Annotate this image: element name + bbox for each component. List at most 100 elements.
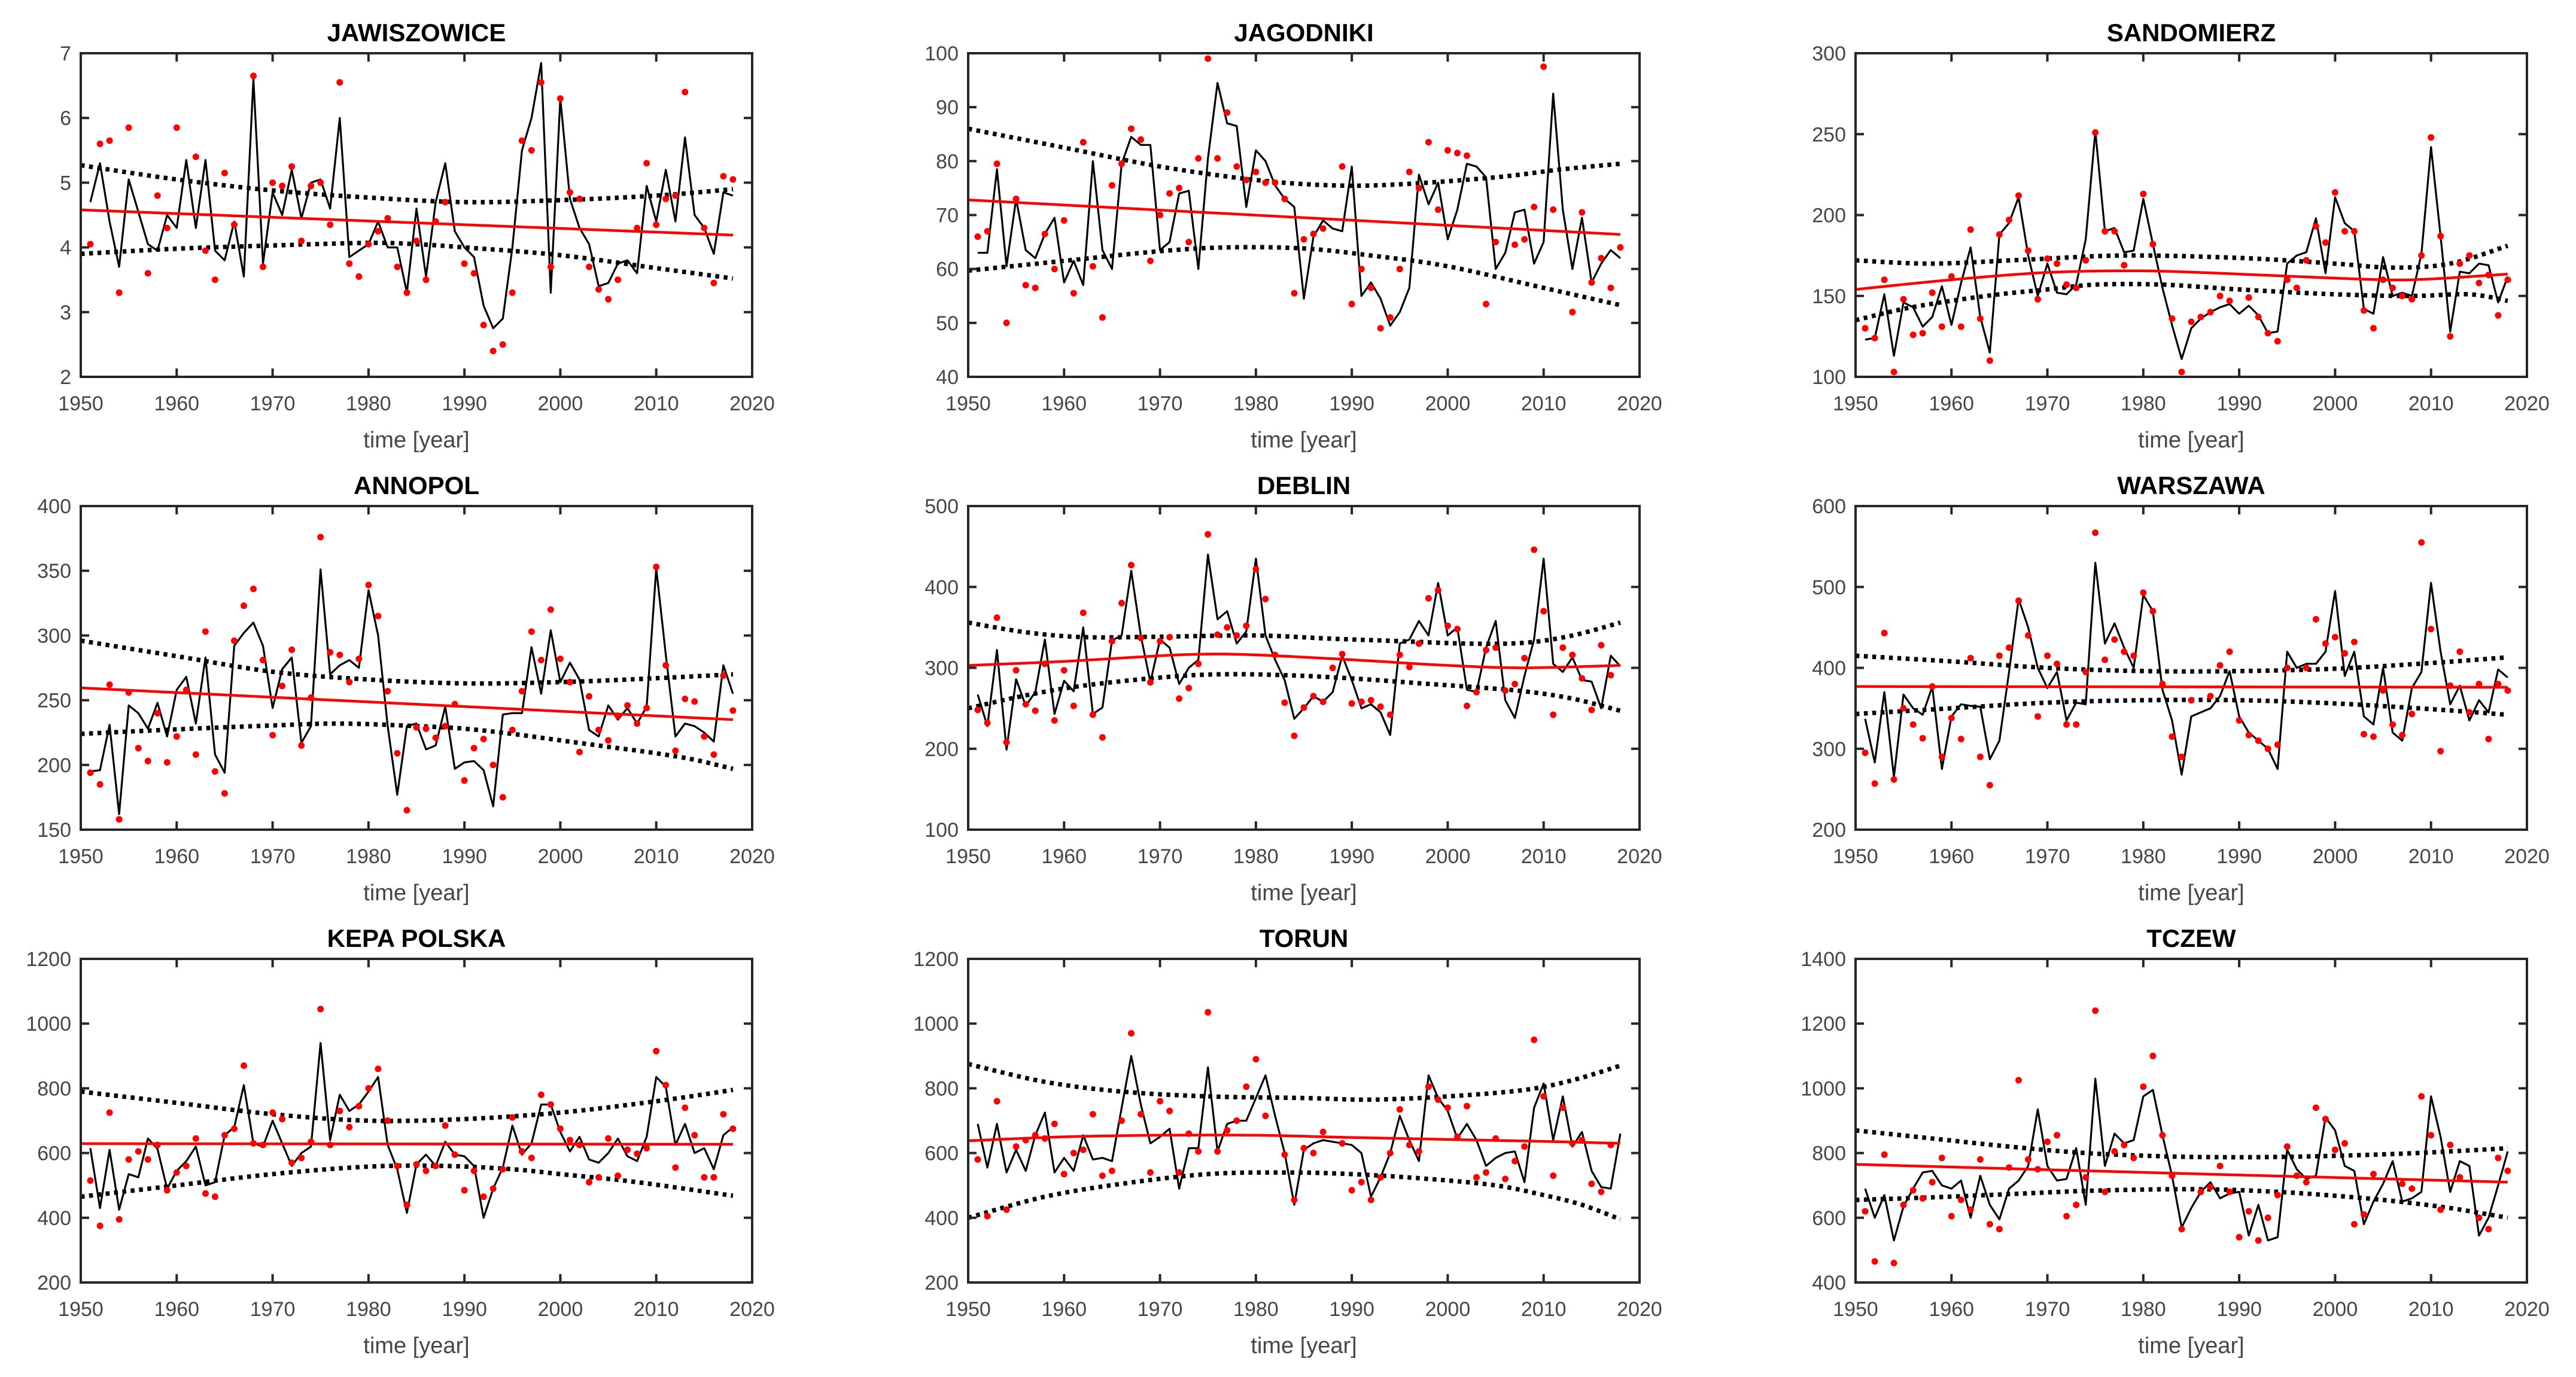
observation-dot (250, 1140, 257, 1147)
x-tick-label: 1970 (2025, 845, 2070, 868)
observation-dot (375, 1065, 382, 1073)
observation-dot (2303, 1178, 2310, 1186)
observation-dot (2149, 1052, 2157, 1059)
upper-confidence-band (968, 126, 1621, 188)
observation-dot (308, 182, 315, 190)
observation-dot (586, 1178, 592, 1186)
observation-dot (2178, 368, 2185, 376)
observation-dot (1348, 700, 1355, 707)
observation-dot (231, 1125, 238, 1132)
y-tick-label: 100 (924, 42, 959, 65)
observation-dot (2437, 1206, 2444, 1213)
observation-dot (1205, 531, 1212, 538)
axes-box (80, 505, 753, 831)
y-tick-label: 350 (37, 560, 71, 583)
observation-dot (2101, 228, 2109, 235)
observation-dot (470, 745, 478, 752)
observation-dot (567, 1137, 573, 1144)
chart-title: KEPA POLSKA (327, 924, 506, 952)
observation-dot (2370, 1171, 2377, 1178)
observation-dot (211, 1193, 218, 1201)
observation-dot (2025, 1156, 2031, 1163)
y-tick-label: 500 (1812, 576, 1846, 599)
observation-dot (1205, 1009, 1212, 1016)
observation-dot (1138, 635, 1144, 641)
observation-dot (1862, 750, 1869, 756)
observation-dot (2504, 687, 2511, 694)
observation-dot (1012, 1143, 1020, 1150)
observation-dot (1521, 236, 1528, 243)
x-tick-label: 2000 (538, 845, 583, 868)
x-tick-label: 1980 (2121, 1298, 2166, 1321)
observation-dot (595, 1174, 602, 1181)
x-tick-label: 2020 (1617, 845, 1662, 868)
y-tick-label: 800 (1812, 1143, 1846, 1165)
observation-dot (2188, 697, 2195, 704)
observation-dot (1272, 651, 1279, 659)
y-tick-label: 50 (936, 312, 959, 335)
observation-dot (1022, 282, 1029, 289)
observation-dot (2370, 733, 2377, 740)
x-tick-label: 2010 (2408, 1298, 2454, 1321)
observation-dot (2006, 644, 2012, 651)
x-axis-label: time [year] (2138, 428, 2244, 453)
observation-dot (2082, 257, 2090, 264)
x-tick-label: 1960 (154, 392, 199, 415)
observation-dot (470, 1167, 478, 1174)
observation-dot (2245, 1208, 2252, 1215)
observation-dot (461, 777, 468, 784)
observation-dot (1406, 168, 1413, 175)
axes-box (967, 52, 1641, 378)
observation-dot (144, 270, 151, 277)
data-series-line (978, 82, 1621, 327)
observation-dot (1492, 644, 1500, 651)
observation-dot (461, 1187, 468, 1194)
y-tick-label: 200 (924, 738, 959, 761)
observation-dot (1195, 1148, 1202, 1155)
observation-dot (1396, 266, 1403, 273)
observation-dot (615, 1172, 622, 1179)
y-tick-label: 150 (37, 819, 71, 842)
observation-dot (2054, 260, 2061, 267)
observation-dot (1243, 622, 1250, 629)
observation-dot (163, 759, 171, 766)
observation-dot (1511, 1157, 1519, 1165)
observation-dot (1890, 368, 1897, 376)
observation-dot (1598, 255, 1605, 262)
y-tick-label: 80 (936, 150, 959, 173)
chart-deblin: DEBLIN 1950 1960 1970 1980 1990 2000 2010 2020 10… (924, 471, 1662, 906)
chart-title: ANNOPOL (354, 471, 479, 499)
observation-dot (1262, 179, 1269, 186)
observation-dot (729, 707, 737, 714)
observation-dot (1224, 624, 1231, 631)
observation-dot (1012, 196, 1020, 202)
observation-dot (1559, 1104, 1567, 1111)
observation-dot (2428, 626, 2435, 633)
x-tick-label: 1970 (1138, 392, 1183, 415)
x-axis-label: time [year] (363, 428, 469, 453)
observation-dot (2351, 638, 2358, 645)
observation-dot (2264, 1214, 2271, 1221)
observation-dot (1185, 239, 1193, 246)
x-tick-label: 1950 (945, 845, 991, 868)
observation-dot (346, 678, 353, 686)
observation-dot (1890, 776, 1897, 783)
observation-dot (1166, 633, 1173, 641)
observation-dot (403, 289, 410, 296)
observation-dot (1367, 284, 1374, 291)
upper-confidence-band (80, 638, 734, 686)
observation-dot (1224, 109, 1231, 116)
observation-dot (2121, 1141, 2128, 1148)
observation-dot (1089, 263, 1096, 270)
observation-dot (2034, 713, 2041, 720)
observation-dot (106, 137, 113, 144)
observation-dot (2312, 616, 2319, 623)
x-tick-label: 1980 (1233, 1298, 1279, 1321)
observation-dot (2111, 636, 2118, 643)
observation-dot (1434, 206, 1441, 213)
observation-dot (2159, 1132, 2166, 1139)
observation-dot (346, 260, 353, 267)
y-tick-label: 400 (924, 576, 959, 599)
observation-dot (653, 563, 660, 571)
observation-dot (1176, 695, 1183, 702)
